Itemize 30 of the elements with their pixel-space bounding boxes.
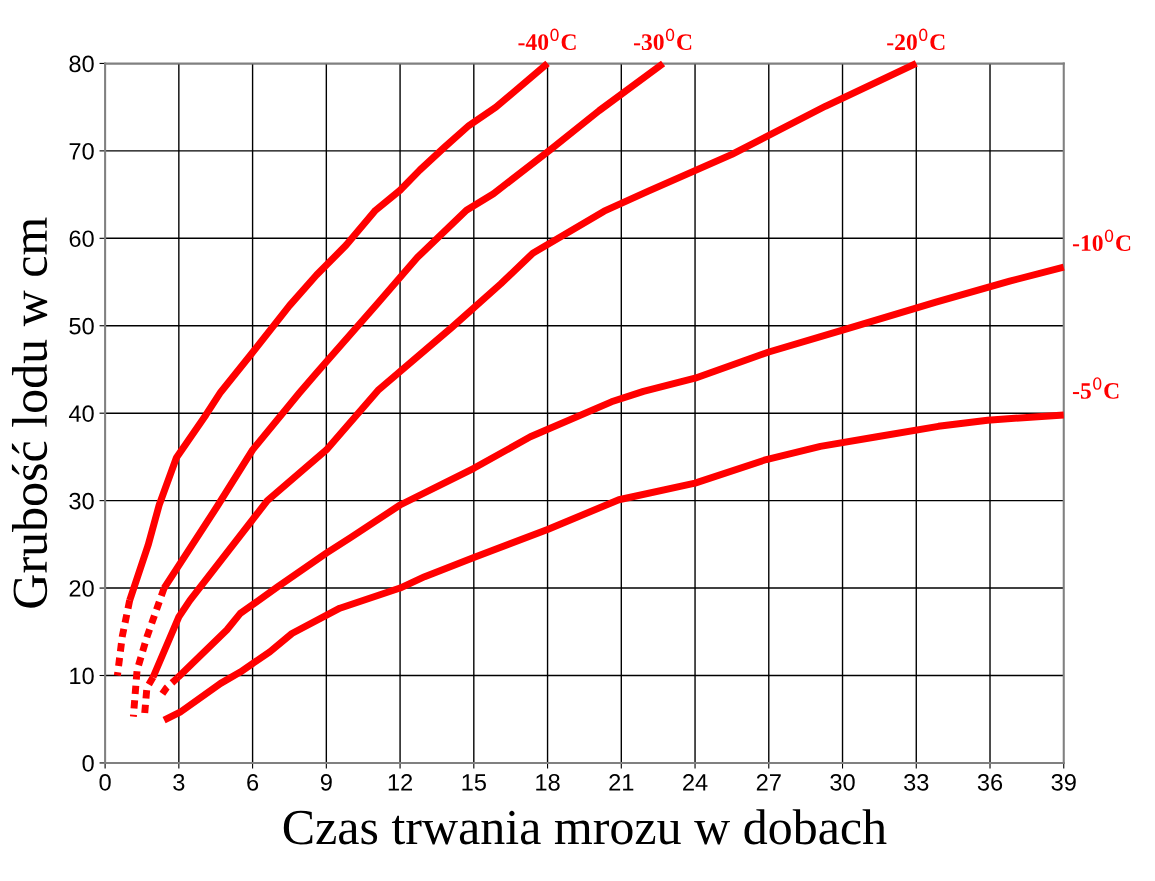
y-tick-label: 40 bbox=[68, 405, 94, 422]
series-label: -20$^{0}$C bbox=[887, 28, 945, 51]
x-tick-label: 6 bbox=[247, 773, 259, 791]
x-tick-label: 27 bbox=[756, 773, 781, 791]
x-tick-label: 12 bbox=[388, 773, 413, 791]
y-tick-label: 80 bbox=[69, 55, 94, 73]
x-tick-label: 36 bbox=[977, 773, 1003, 791]
y-tick-label: 10 bbox=[70, 667, 94, 685]
y-tick-label: 0 bbox=[82, 755, 94, 772]
x-tick-label: 9 bbox=[320, 773, 332, 791]
series-label: -40$^{0}$C bbox=[518, 28, 576, 51]
y-tick-label: 50 bbox=[69, 317, 94, 335]
x-tick-label: 39 bbox=[1051, 773, 1076, 791]
y-axis-title: Grubość lodu w cm bbox=[11, 217, 48, 608]
y-tick-label: 70 bbox=[69, 142, 94, 160]
series-label: -10$^{0}$C bbox=[1072, 229, 1131, 252]
y-tick-label: 20 bbox=[69, 580, 94, 597]
series-label: -5$^{0}$C bbox=[1072, 377, 1119, 399]
y-tick-label: 60 bbox=[69, 230, 94, 248]
x-tick-label: 33 bbox=[904, 773, 929, 791]
y-tick-label: 30 bbox=[69, 492, 94, 510]
x-axis-title: Czas trwania mrozu w dobach bbox=[283, 809, 887, 845]
x-tick-label: 30 bbox=[830, 773, 855, 791]
series-label: -30$^{0}$C bbox=[633, 28, 692, 51]
x-tick-label: 15 bbox=[462, 774, 486, 791]
x-tick-label: 3 bbox=[173, 773, 185, 791]
x-tick-label: 24 bbox=[683, 773, 708, 791]
x-tick-label: 0 bbox=[99, 773, 111, 791]
x-tick-label: 21 bbox=[609, 773, 634, 791]
x-tick-label: 18 bbox=[536, 773, 560, 791]
